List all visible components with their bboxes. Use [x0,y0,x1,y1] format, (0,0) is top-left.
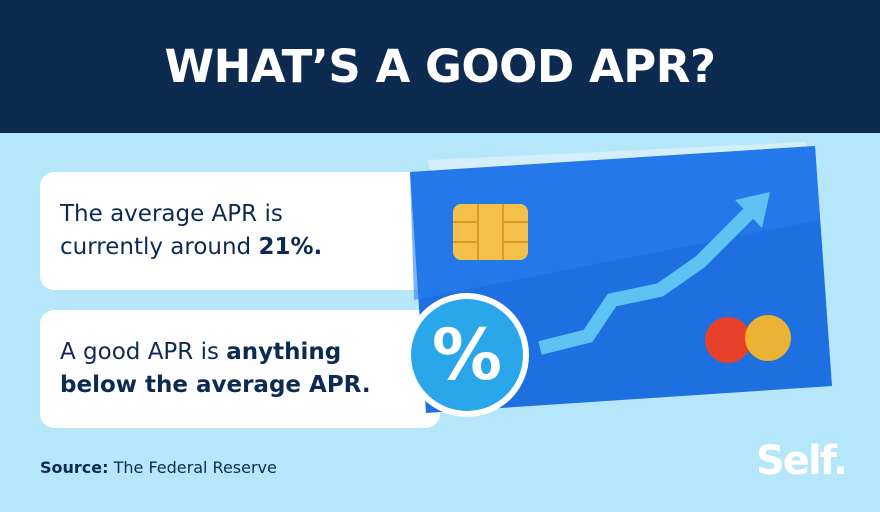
source: Source: The Federal Reserve [40,458,277,477]
header [0,0,880,133]
bold-text: 21%. [258,234,323,260]
arrow-head [735,192,770,228]
percent-symbol: % [431,314,503,396]
text: currently around [60,234,259,260]
title: WHAT’S A GOOD APR? [164,40,716,93]
bold-text: below the average APR. [60,372,371,398]
source-text: The Federal Reserve [108,458,277,477]
text-line: below the average APR. [60,369,440,402]
text: The average APR is [60,201,283,227]
text: A good APR is [60,339,227,365]
bold-text: anything [226,339,342,365]
text-line: currently around 21%. [60,231,440,264]
card-shine [410,146,820,300]
source-label: Source: [40,458,109,477]
badge [411,299,523,411]
logo: Self. [756,438,848,484]
card: The average APR is currently around 21%. [40,172,440,290]
logo-red [705,317,751,363]
trend-arrow [538,207,755,355]
card: A good APR is anything below the average … [40,310,440,428]
text-line: A good APR is anything [60,336,440,369]
chip-lines [453,204,528,260]
text-line: The average APR is [60,198,440,231]
chip [453,204,528,260]
logo-orange [745,315,791,361]
